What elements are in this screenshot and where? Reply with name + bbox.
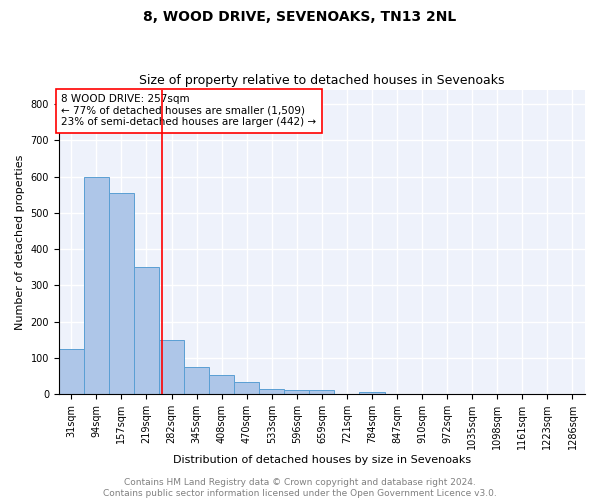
Bar	[134, 268, 159, 394]
Bar	[209, 375, 234, 394]
Bar	[109, 193, 134, 394]
Bar	[159, 340, 184, 394]
Text: Contains HM Land Registry data © Crown copyright and database right 2024.
Contai: Contains HM Land Registry data © Crown c…	[103, 478, 497, 498]
Text: 8, WOOD DRIVE, SEVENOAKS, TN13 2NL: 8, WOOD DRIVE, SEVENOAKS, TN13 2NL	[143, 10, 457, 24]
Bar	[310, 390, 334, 394]
Bar	[234, 382, 259, 394]
Bar	[259, 389, 284, 394]
X-axis label: Distribution of detached houses by size in Sevenoaks: Distribution of detached houses by size …	[173, 455, 471, 465]
Text: 8 WOOD DRIVE: 257sqm
← 77% of detached houses are smaller (1,509)
23% of semi-de: 8 WOOD DRIVE: 257sqm ← 77% of detached h…	[61, 94, 317, 128]
Bar	[84, 176, 109, 394]
Title: Size of property relative to detached houses in Sevenoaks: Size of property relative to detached ho…	[139, 74, 505, 87]
Y-axis label: Number of detached properties: Number of detached properties	[15, 154, 25, 330]
Bar	[59, 349, 84, 394]
Bar	[284, 390, 310, 394]
Bar	[359, 392, 385, 394]
Bar	[184, 367, 209, 394]
